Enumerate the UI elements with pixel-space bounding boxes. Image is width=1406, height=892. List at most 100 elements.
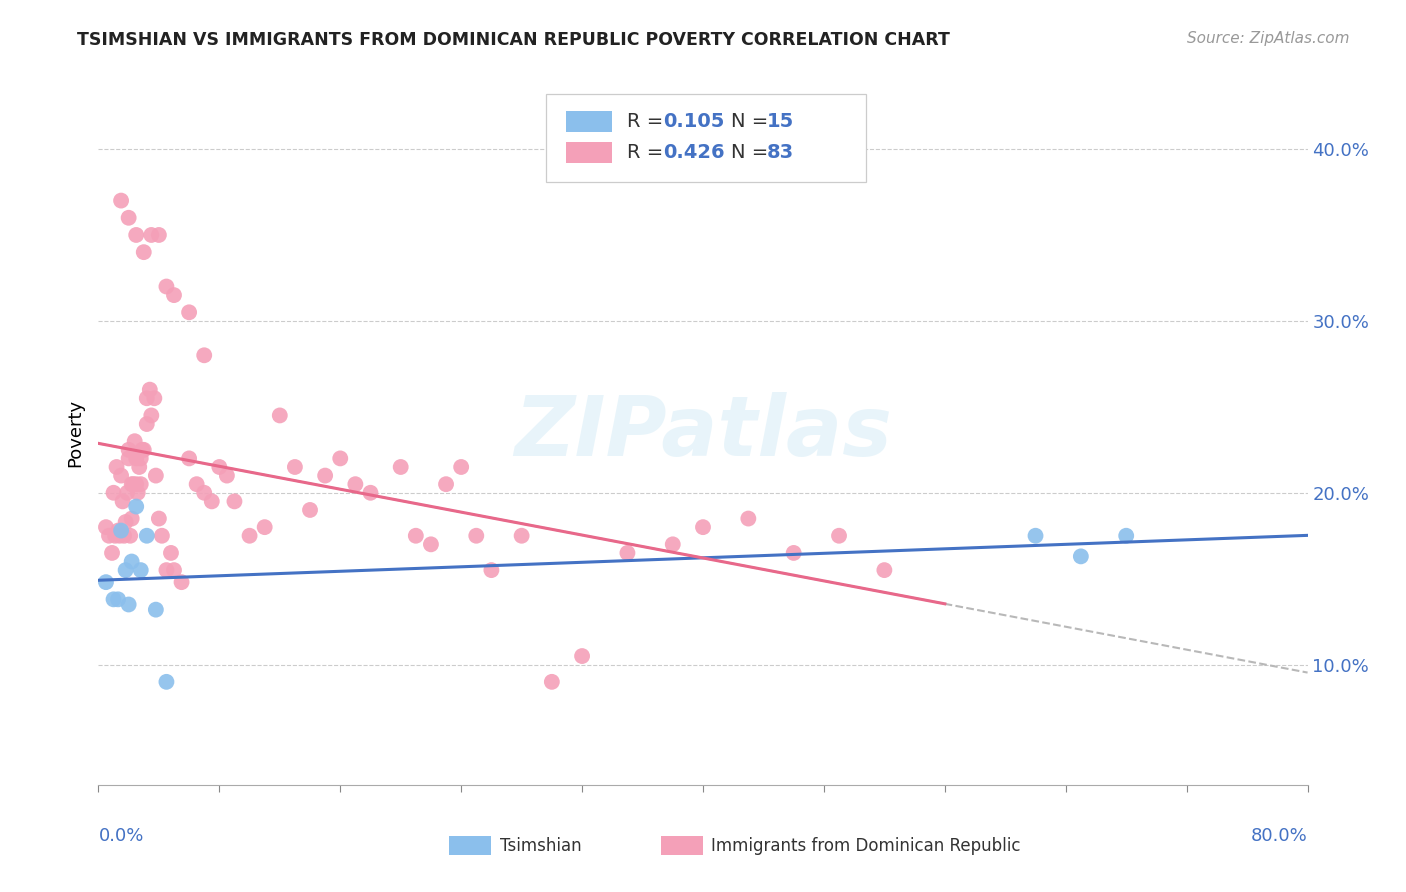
Point: [344, 477, 367, 491]
Point: [481, 563, 503, 577]
Point: [1024, 529, 1046, 543]
Point: [131, 442, 153, 457]
Point: [124, 434, 146, 449]
Point: [253, 520, 276, 534]
FancyBboxPatch shape: [449, 836, 492, 855]
Point: [155, 674, 177, 689]
Point: [450, 460, 472, 475]
Point: [112, 529, 135, 543]
Point: [389, 460, 412, 475]
Point: [510, 529, 533, 543]
Point: [132, 442, 155, 457]
Text: N =: N =: [731, 143, 775, 161]
Point: [405, 529, 427, 543]
Point: [105, 460, 128, 475]
Point: [103, 485, 125, 500]
Point: [104, 529, 127, 543]
FancyBboxPatch shape: [567, 142, 613, 162]
Point: [284, 460, 307, 475]
Point: [143, 391, 166, 405]
Point: [127, 485, 149, 500]
Text: Tsimshian: Tsimshian: [501, 837, 582, 855]
Point: [155, 279, 177, 293]
Point: [110, 194, 132, 208]
Text: R =: R =: [627, 112, 669, 130]
Point: [145, 468, 167, 483]
Point: [540, 674, 562, 689]
Point: [125, 451, 148, 466]
Text: 0.0%: 0.0%: [98, 827, 143, 846]
Point: [103, 592, 125, 607]
Point: [163, 288, 186, 302]
Point: [148, 511, 170, 525]
Text: 0.426: 0.426: [664, 143, 724, 161]
Point: [160, 546, 183, 560]
Point: [661, 537, 683, 551]
Point: [141, 409, 163, 423]
Point: [145, 602, 167, 616]
Point: [873, 563, 896, 577]
Point: [465, 529, 488, 543]
Point: [132, 245, 155, 260]
Point: [121, 477, 143, 491]
FancyBboxPatch shape: [546, 95, 866, 183]
Point: [135, 417, 157, 431]
Point: [783, 546, 806, 560]
Point: [828, 529, 851, 543]
Point: [155, 563, 177, 577]
Point: [107, 524, 129, 538]
Point: [114, 563, 136, 577]
Point: [434, 477, 457, 491]
Point: [215, 468, 238, 483]
Point: [118, 211, 141, 225]
Point: [115, 485, 138, 500]
Point: [186, 477, 208, 491]
Point: [94, 520, 117, 534]
Point: [118, 598, 141, 612]
Point: [110, 468, 132, 483]
Point: [108, 529, 131, 543]
Point: [193, 485, 215, 500]
Point: [616, 546, 638, 560]
Point: [148, 227, 170, 242]
Point: [201, 494, 224, 508]
Point: [299, 503, 322, 517]
Point: [208, 460, 231, 475]
Point: [107, 592, 129, 607]
Point: [94, 575, 117, 590]
Point: [692, 520, 714, 534]
Point: [120, 529, 142, 543]
FancyBboxPatch shape: [661, 836, 703, 855]
Point: [125, 477, 148, 491]
Point: [101, 546, 124, 560]
Point: [125, 227, 148, 242]
Text: 83: 83: [768, 143, 794, 161]
Point: [114, 515, 136, 529]
Point: [170, 575, 193, 590]
Point: [118, 451, 141, 466]
Point: [571, 648, 593, 663]
Point: [1115, 529, 1137, 543]
Text: TSIMSHIAN VS IMMIGRANTS FROM DOMINICAN REPUBLIC POVERTY CORRELATION CHART: TSIMSHIAN VS IMMIGRANTS FROM DOMINICAN R…: [77, 31, 950, 49]
Text: R =: R =: [627, 143, 669, 161]
Point: [269, 409, 291, 423]
Point: [1070, 549, 1092, 564]
Point: [737, 511, 759, 525]
Point: [129, 451, 152, 466]
Point: [122, 477, 145, 491]
Point: [110, 524, 132, 538]
Point: [139, 383, 162, 397]
FancyBboxPatch shape: [567, 111, 613, 132]
Point: [239, 529, 262, 543]
Point: [135, 529, 157, 543]
Point: [129, 563, 152, 577]
Point: [118, 442, 141, 457]
Point: [420, 537, 443, 551]
Point: [125, 500, 148, 514]
Text: 80.0%: 80.0%: [1251, 827, 1308, 846]
Point: [128, 460, 150, 475]
Point: [135, 391, 157, 405]
Text: ZIPatlas: ZIPatlas: [515, 392, 891, 473]
Point: [360, 485, 382, 500]
Text: 0.105: 0.105: [664, 112, 724, 130]
